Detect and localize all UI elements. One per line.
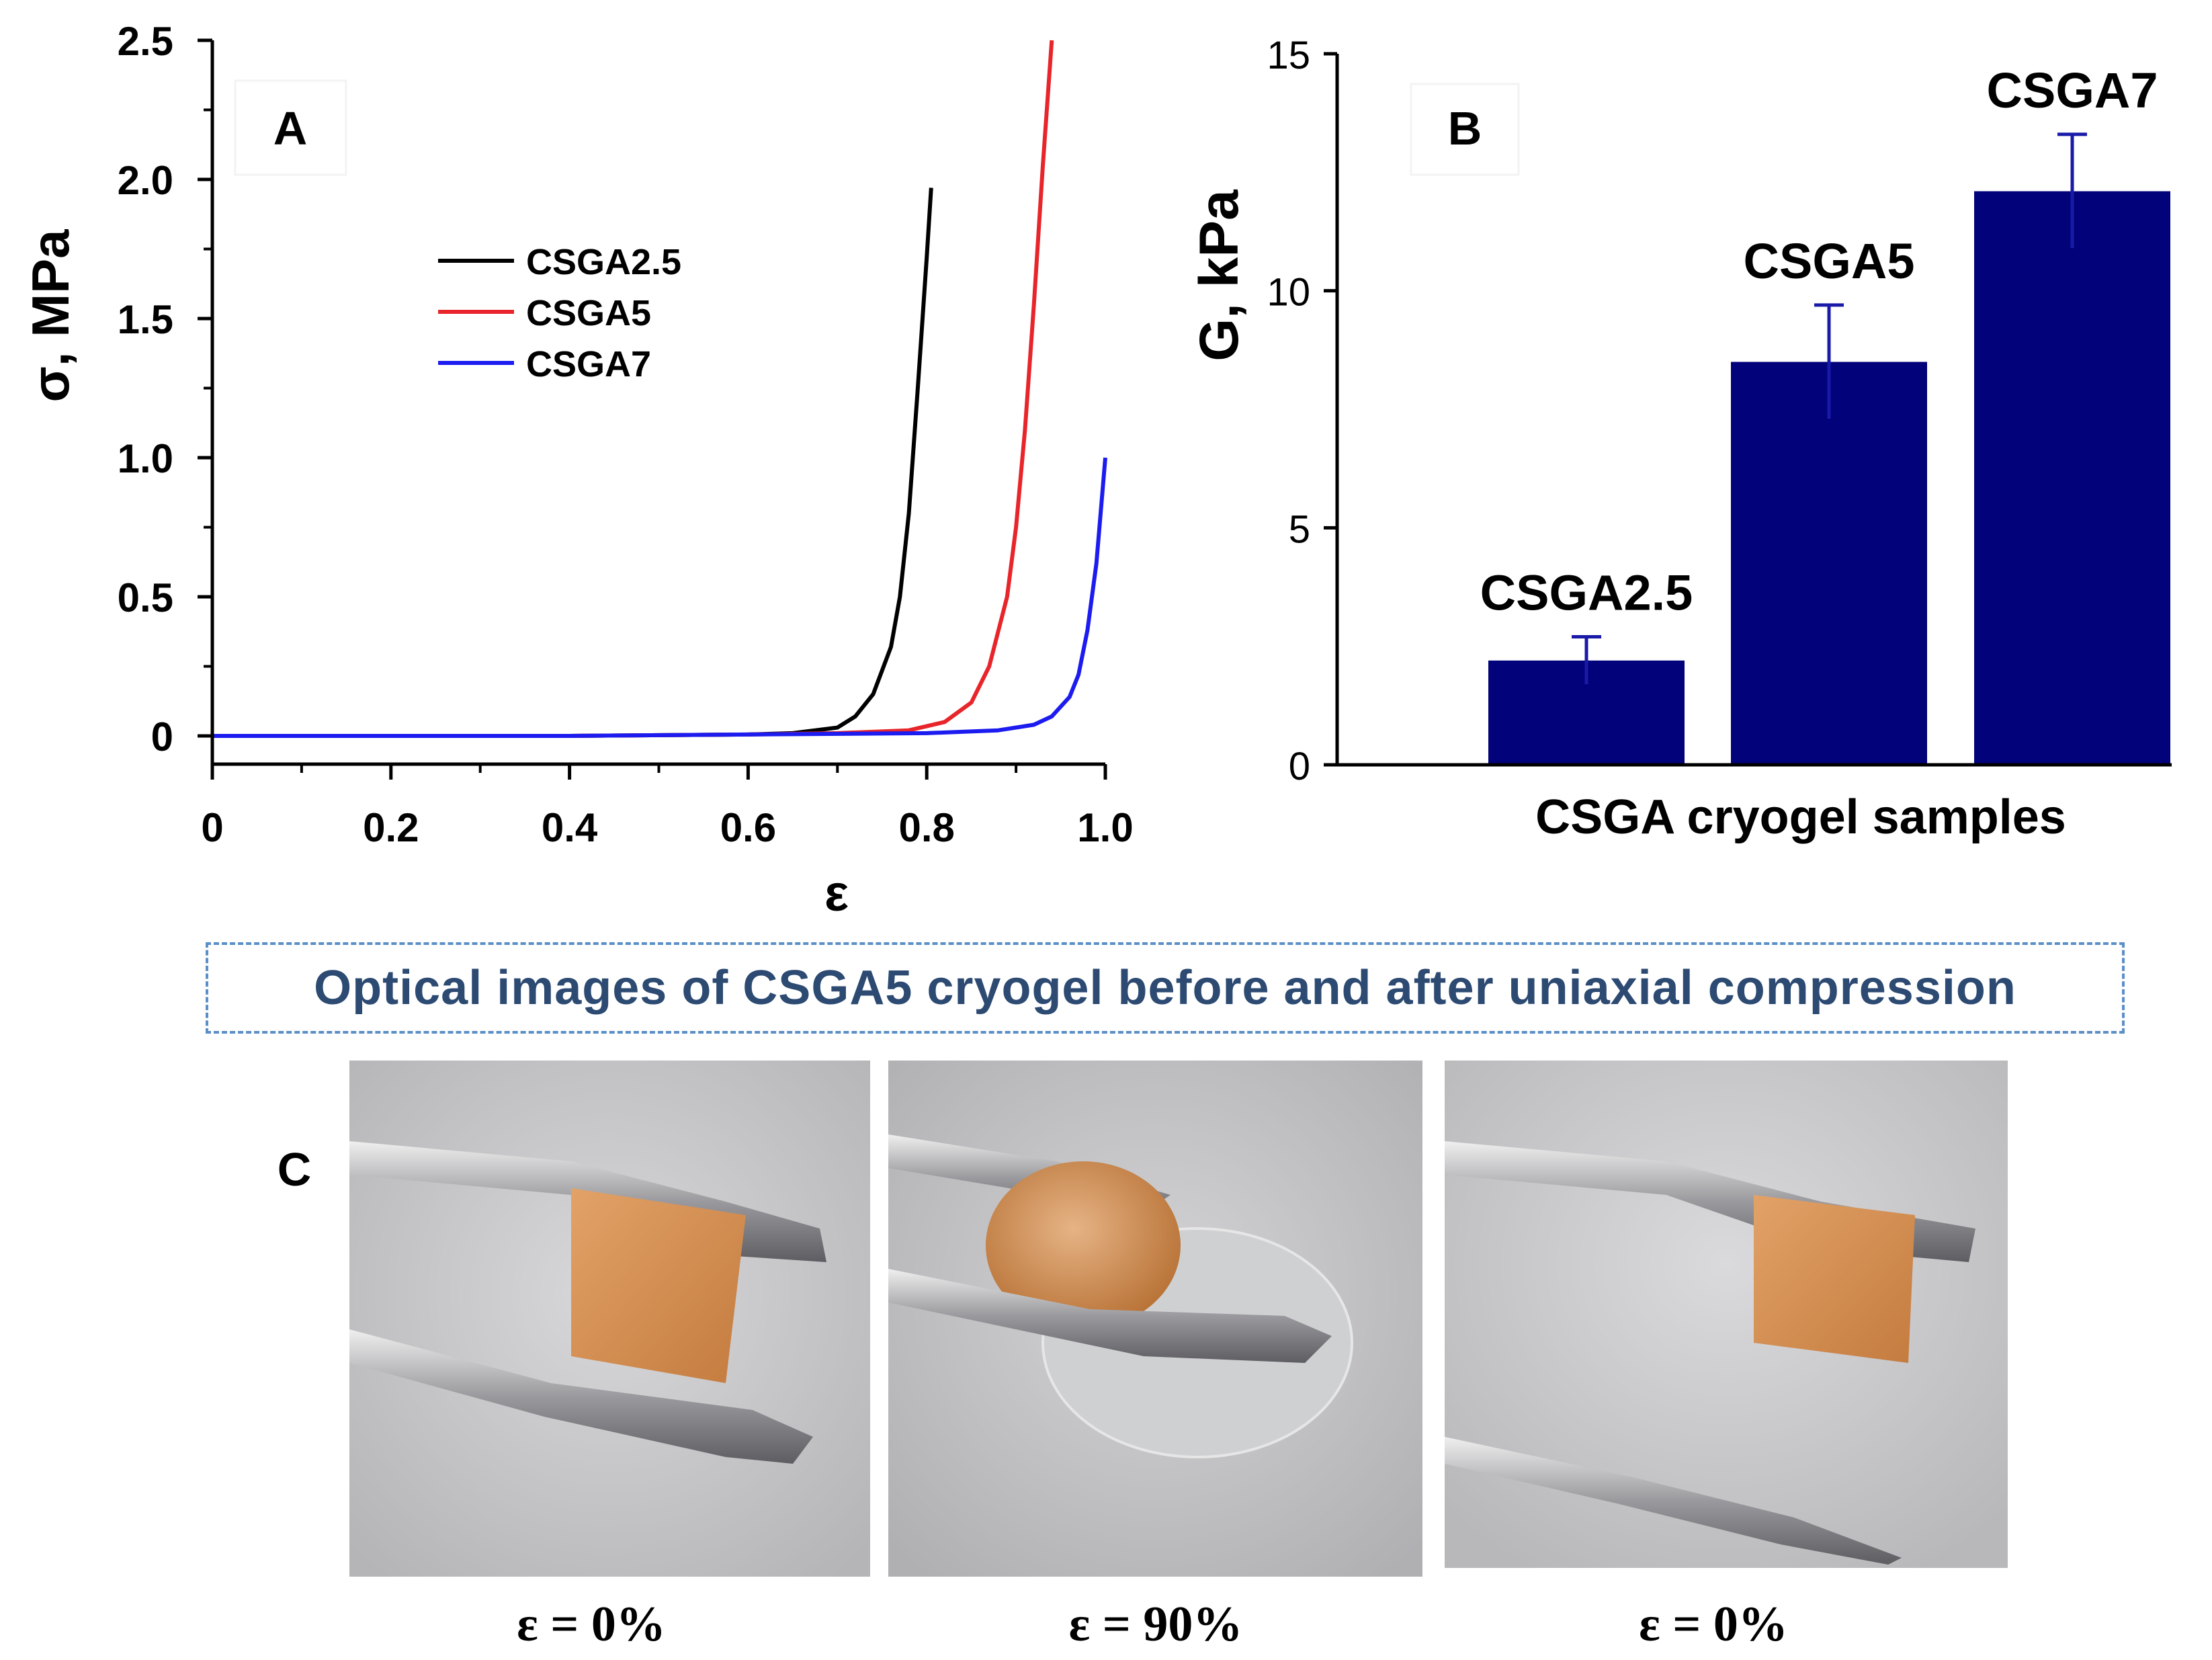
photo-compressed-image — [888, 1061, 1422, 1577]
photo-uncompressed — [349, 1061, 870, 1577]
b-y-tick-label: 5 — [1289, 507, 1310, 551]
b-panel-label-box — [1410, 83, 1520, 176]
a-x-tick-label: 1.0 — [1077, 805, 1133, 850]
photo-compressed — [888, 1061, 1422, 1577]
b-bar-label: CSGA2.5 — [1480, 565, 1693, 621]
b-bar-csga5 — [1731, 362, 1927, 765]
b-bar-csga7 — [1974, 191, 2170, 765]
a-x-tick-label: 0 — [201, 805, 223, 850]
banner-text: Optical images of CSGA5 cryogel before a… — [314, 961, 2016, 1015]
c-panel-label: C — [234, 1129, 355, 1210]
b-y-tick-label: 10 — [1267, 271, 1310, 315]
b-x-axis-title: CSGA cryogel samples — [1535, 790, 2066, 844]
a-panel-label-box — [234, 79, 347, 176]
b-bar-label: CSGA5 — [1744, 233, 1915, 289]
b-y-tick-label: 15 — [1267, 34, 1310, 77]
photo-recovered — [1445, 1061, 2008, 1568]
a-panel-label: A — [273, 102, 308, 155]
a-series-csga7 — [212, 457, 1107, 738]
b-y-tick-label: 0 — [1289, 745, 1310, 788]
a-x-tick-label: 0.4 — [542, 805, 598, 850]
a-y-tick-label: 0 — [151, 714, 173, 759]
optical-images-banner: Optical images of CSGA5 cryogel before a… — [206, 942, 2125, 1034]
a-x-tick-label: 0.6 — [720, 805, 776, 850]
a-x-axis-title: ε — [824, 865, 849, 922]
a-x-tick-label: 0.2 — [363, 805, 419, 850]
a-x-tick-label: 0.8 — [898, 805, 954, 850]
a-legend-label: CSGA2.5 — [526, 242, 681, 282]
photo-recovered-image — [1445, 1061, 2008, 1568]
b-bar-label: CSGA7 — [1987, 63, 2158, 118]
shear-modulus-chart: CSGA2.5 CSGA5 CSGA7 B 0 5 10 15 G, kPa CSGA c… — [1189, 34, 2172, 844]
caption-photo-3: ε = 0% — [1639, 1597, 1788, 1652]
b-y-axis-title: G, kPa — [1189, 189, 1250, 362]
a-y-tick-label: 2.5 — [118, 19, 173, 64]
caption-photo-1: ε = 0% — [517, 1597, 666, 1652]
a-legend: CSGA2.5 CSGA5 CSGA7 — [438, 242, 681, 384]
a-legend-label: CSGA7 — [526, 344, 651, 384]
a-y-tick-label: 0.5 — [118, 575, 173, 620]
a-y-axis-title: σ, MPa — [21, 229, 80, 403]
a-legend-label: CSGA5 — [526, 293, 651, 333]
caption-photo-2: ε = 90% — [1068, 1597, 1243, 1652]
stress-strain-chart: 0 0.2 0.4 0.6 0.8 1.0 0 0.5 1.0 1.5 2.0 2.5 A CSGA2… — [21, 19, 1134, 922]
b-panel-label: B — [1448, 102, 1482, 155]
a-y-tick-label: 2.0 — [118, 158, 173, 203]
photo-uncompressed-image — [349, 1061, 870, 1577]
a-y-tick-label: 1.0 — [118, 436, 173, 481]
a-y-tick-label: 1.5 — [118, 297, 173, 342]
